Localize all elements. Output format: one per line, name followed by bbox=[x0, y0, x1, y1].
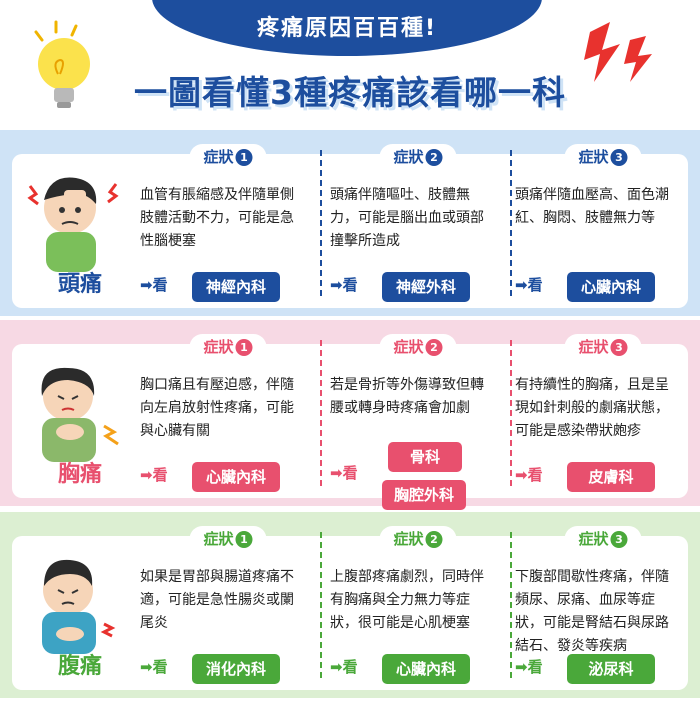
department-button[interactable]: 骨科 bbox=[388, 442, 462, 472]
symptom-number-badge: 3 bbox=[610, 339, 628, 356]
symptom-description: 血管有脹縮感及伴隨單側肢體活動不力，可能是急性腦梗塞 bbox=[140, 187, 294, 249]
head-pain-illustration bbox=[24, 166, 132, 276]
symptom-tag: 症狀 3 bbox=[564, 526, 642, 552]
arrow-go-icon: ➡看 bbox=[515, 658, 543, 676]
symptom-number-badge: 1 bbox=[235, 339, 253, 356]
symptom-tag: 症狀 2 bbox=[379, 334, 457, 360]
department-button[interactable]: 心臟內科 bbox=[567, 272, 655, 302]
column-divider bbox=[510, 340, 512, 486]
symptom-column: 症狀 2 上腹部疼痛劇烈，同時伴有胸痛與全力無力等症狀，很可能是心肌梗塞 ➡看 心臟內科 bbox=[330, 526, 510, 696]
symptom-description: 如果是胃部與腸道疼痛不適，可能是急性腸炎或闌尾炎 bbox=[140, 569, 294, 631]
department-button[interactable]: 心臟內科 bbox=[192, 462, 280, 492]
department-row: ➡看 神經內科 bbox=[140, 272, 320, 302]
head-pain-section: 頭痛 症狀 1 血管有脹縮感及伴隨單側肢體活動不力，可能是急性腦梗塞 ➡看 神經內科 症狀 2… bbox=[0, 130, 700, 316]
arrow-go-icon: ➡看 bbox=[330, 464, 358, 482]
symptom-tag-label: 症狀 bbox=[203, 338, 234, 356]
department-row: ➡看 皮膚科 bbox=[515, 462, 695, 492]
symptom-column: 症狀 2 若是骨折等外傷導致但轉腰或轉身時疼痛會加劇 ➡看 骨科胸腔外科 bbox=[330, 334, 510, 510]
symptom-number-badge: 1 bbox=[235, 531, 253, 548]
symptom-tag-label: 症狀 bbox=[393, 530, 424, 548]
abdominal-pain-label: 腹痛 bbox=[57, 654, 102, 679]
department-button[interactable]: 神經內科 bbox=[192, 272, 280, 302]
lightning-icon bbox=[584, 22, 652, 82]
arrow-go-icon: ➡看 bbox=[515, 466, 543, 484]
column-divider bbox=[510, 532, 512, 678]
symptom-description: 下腹部間歇性疼痛，伴隨頻尿、尿痛、血尿等症狀，可能是腎結石與尿路結石、發炎等疾病 bbox=[515, 569, 669, 654]
symptom-column: 症狀 2 頭痛伴隨嘔吐、肢體無力，可能是腦出血或頭部撞擊所造成 ➡看 神經外科 bbox=[330, 144, 510, 314]
department-row: ➡看 心臟內科 bbox=[330, 654, 510, 684]
page-title: 一圖看懂3種疼痛該看哪一科 bbox=[134, 73, 566, 112]
symptom-number-badge: 2 bbox=[425, 531, 443, 548]
department-button[interactable]: 胸腔外科 bbox=[382, 480, 466, 510]
symptom-number-badge: 3 bbox=[610, 531, 628, 548]
arrow-go-icon: ➡看 bbox=[140, 466, 168, 484]
department-row: ➡看 泌尿科 bbox=[515, 654, 695, 684]
banner-text: 疼痛原因百百種! bbox=[256, 16, 438, 41]
department-button[interactable]: 皮膚科 bbox=[567, 462, 655, 492]
symptom-column: 症狀 3 有持續性的胸痛，且是呈現如針刺般的劇痛狀態，可能是感染帶狀皰疹 ➡看 皮膚科 bbox=[515, 334, 695, 504]
department-button[interactable]: 泌尿科 bbox=[567, 654, 655, 684]
symptom-tag-label: 症狀 bbox=[393, 148, 424, 166]
department-button[interactable]: 消化內科 bbox=[192, 654, 280, 684]
symptom-tag: 症狀 3 bbox=[564, 144, 642, 170]
symptom-tag: 症狀 1 bbox=[189, 144, 267, 170]
column-divider bbox=[510, 150, 512, 296]
symptom-tag-label: 症狀 bbox=[578, 530, 609, 548]
symptom-column: 症狀 3 下腹部間歇性疼痛，伴隨頻尿、尿痛、血尿等症狀，可能是腎結石與尿路結石、發炎… bbox=[515, 526, 695, 696]
department-button[interactable]: 心臟內科 bbox=[382, 654, 470, 684]
symptom-tag: 症狀 2 bbox=[379, 526, 457, 552]
symptom-number-badge: 2 bbox=[425, 339, 443, 356]
symptom-tag: 症狀 3 bbox=[564, 334, 642, 360]
symptom-tag-label: 症狀 bbox=[203, 148, 234, 166]
banner: 疼痛原因百百種! bbox=[152, 0, 542, 56]
department-row: ➡看 心臟內科 bbox=[515, 272, 695, 302]
arrow-go-icon: ➡看 bbox=[140, 658, 168, 676]
symptom-description: 有持續性的胸痛，且是呈現如針刺般的劇痛狀態，可能是感染帶狀皰疹 bbox=[515, 377, 669, 439]
symptom-tag: 症狀 1 bbox=[189, 526, 267, 552]
symptom-column: 症狀 1 如果是胃部與腸道疼痛不適，可能是急性腸炎或闌尾炎 ➡看 消化內科 bbox=[140, 526, 320, 696]
symptom-tag: 症狀 2 bbox=[379, 144, 457, 170]
chest-pain-section: 胸痛 症狀 1 胸口痛且有壓迫感，伴隨向左肩放射性疼痛，可能與心臟有關 ➡看 心臟內科 症狀… bbox=[0, 320, 700, 510]
chest-pain-illustration bbox=[24, 356, 132, 466]
symptom-description: 頭痛伴隨血壓高、面色潮紅、胸悶、肢體無力等 bbox=[515, 187, 669, 226]
lightbulb-icon bbox=[34, 20, 90, 108]
symptom-tag: 症狀 1 bbox=[189, 334, 267, 360]
symptom-column: 症狀 3 頭痛伴隨血壓高、面色潮紅、胸悶、肢體無力等 ➡看 心臟內科 bbox=[515, 144, 695, 314]
header: 疼痛原因百百種! 一圖看懂3種疼痛該看哪一科 bbox=[0, 0, 700, 128]
column-divider bbox=[320, 532, 322, 678]
arrow-go-icon: ➡看 bbox=[330, 658, 358, 676]
column-divider bbox=[320, 150, 322, 296]
abdominal-pain-section: 腹痛 症狀 1 如果是胃部與腸道疼痛不適，可能是急性腸炎或闌尾炎 ➡看 消化內科 症狀 2 上腹… bbox=[0, 512, 700, 698]
symptom-number-badge: 2 bbox=[425, 149, 443, 166]
arrow-go-icon: ➡看 bbox=[330, 276, 358, 294]
department-row: ➡看 心臟內科 bbox=[140, 462, 320, 492]
symptom-tag-label: 症狀 bbox=[203, 530, 234, 548]
department-row: ➡看 骨科胸腔外科 bbox=[330, 442, 510, 510]
department-button[interactable]: 神經外科 bbox=[382, 272, 470, 302]
column-divider bbox=[320, 340, 322, 486]
department-row: ➡看 神經外科 bbox=[330, 272, 510, 302]
symptom-column: 症狀 1 胸口痛且有壓迫感，伴隨向左肩放射性疼痛，可能與心臟有關 ➡看 心臟內科 bbox=[140, 334, 320, 504]
symptom-description: 若是骨折等外傷導致但轉腰或轉身時疼痛會加劇 bbox=[330, 377, 484, 416]
chest-pain-label: 胸痛 bbox=[57, 462, 102, 487]
symptom-number-badge: 1 bbox=[235, 149, 253, 166]
symptom-description: 頭痛伴隨嘔吐、肢體無力，可能是腦出血或頭部撞擊所造成 bbox=[330, 187, 484, 249]
symptom-tag-label: 症狀 bbox=[578, 148, 609, 166]
symptom-tag-label: 症狀 bbox=[578, 338, 609, 356]
arrow-go-icon: ➡看 bbox=[140, 276, 168, 294]
arrow-go-icon: ➡看 bbox=[515, 276, 543, 294]
abdominal-pain-illustration bbox=[24, 548, 132, 658]
department-row: ➡看 消化內科 bbox=[140, 654, 320, 684]
symptom-description: 上腹部疼痛劇烈，同時伴有胸痛與全力無力等症狀，很可能是心肌梗塞 bbox=[330, 569, 484, 631]
symptom-number-badge: 3 bbox=[610, 149, 628, 166]
symptom-column: 症狀 1 血管有脹縮感及伴隨單側肢體活動不力，可能是急性腦梗塞 ➡看 神經內科 bbox=[140, 144, 320, 314]
symptom-tag-label: 症狀 bbox=[393, 338, 424, 356]
symptom-description: 胸口痛且有壓迫感，伴隨向左肩放射性疼痛，可能與心臟有關 bbox=[140, 377, 294, 439]
head-pain-label: 頭痛 bbox=[57, 272, 102, 297]
